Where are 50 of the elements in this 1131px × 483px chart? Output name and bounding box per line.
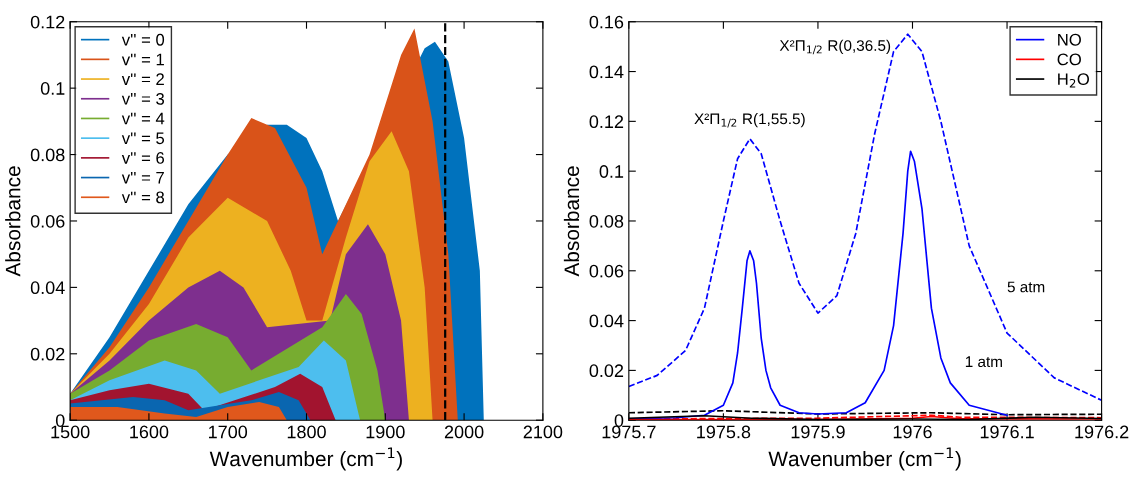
- y-tick-label: 0: [55, 414, 65, 427]
- x-tick-label: 1975.9: [791, 425, 845, 439]
- y-tick-label: 0.04: [30, 281, 65, 295]
- legend-label: v'' = 5: [121, 132, 165, 145]
- legend-label: v'' = 0: [121, 33, 165, 46]
- y-tick-label: 0.08: [589, 214, 624, 228]
- legend-label: v'' = 3: [121, 92, 165, 105]
- x-tick-label: 1700: [209, 425, 248, 439]
- x-tick-label: 1600: [130, 425, 169, 439]
- x-tick-label: 1975.7: [602, 425, 656, 439]
- annotation: 1 atm: [965, 356, 1002, 368]
- y-tick-label: 0.04: [589, 314, 624, 328]
- legend-label: v'' = 1: [121, 53, 164, 66]
- legend-label: NO: [1058, 33, 1081, 46]
- legend-label: v'' = 2: [121, 73, 164, 85]
- x-tick-label: 1976.1: [980, 425, 1034, 439]
- x-tick-label: 1800: [287, 425, 326, 439]
- y-tick-label: 0.02: [30, 347, 65, 361]
- x-tick-label: 1976: [893, 425, 932, 439]
- annotation: X²Π$_{1/2}$ R(0,36.5): [779, 39, 891, 55]
- x-tick-label: 2100: [523, 425, 563, 439]
- x-tick-label: 1900: [366, 425, 405, 439]
- x-tick-label: 2000: [444, 425, 484, 439]
- annotation: X²Π$_{1/2}$ R(1,55.5): [694, 113, 805, 128]
- y-tick-label: 0.16: [589, 15, 624, 29]
- x-axis-title: Wavenumber (cm$^{−1}$): [209, 447, 402, 471]
- y-tick-label: 0.14: [589, 65, 624, 79]
- legend-label: H$_{2}$O: [1058, 73, 1089, 88]
- legend-label: v'' = 7: [121, 171, 164, 184]
- y-axis-title: Absorbance: [5, 166, 21, 277]
- y-tick-label: 0.02: [589, 364, 624, 378]
- y-tick-label: 0.1: [40, 82, 65, 95]
- legend-label: CO: [1057, 53, 1081, 66]
- x-axis-title: Wavenumber (cm$^{−1}$): [768, 447, 961, 471]
- y-tick-label: 0.06: [589, 264, 624, 278]
- x-tick-label: 1976.2: [1075, 425, 1129, 439]
- legend-label: v'' = 4: [121, 112, 165, 125]
- y-tick-label: 0.06: [30, 214, 65, 228]
- y-tick-label: 0.1: [599, 165, 624, 178]
- annotation: 5 atm: [1007, 281, 1045, 293]
- y-tick-label: 0.12: [30, 15, 65, 29]
- line-series: [628, 33, 1102, 402]
- y-tick-label: 0.12: [589, 115, 624, 129]
- y-axis-title: Absorbance: [563, 166, 580, 277]
- legend-label: v'' = 6: [121, 152, 165, 164]
- x-tick-label: 1975.8: [697, 425, 751, 439]
- legend-label: v'' = 8: [121, 191, 165, 204]
- y-tick-label: 0.08: [30, 148, 65, 162]
- y-tick-label: 0: [614, 414, 624, 427]
- x-tick-label: 1500: [51, 425, 90, 439]
